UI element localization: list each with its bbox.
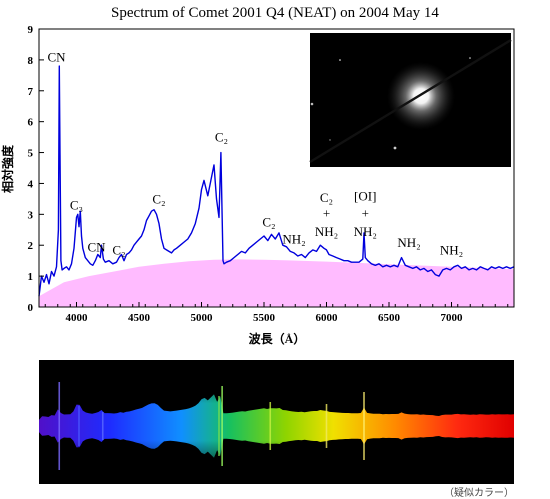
line-annotation: CN — [87, 239, 106, 254]
comet-photo-star — [393, 146, 397, 150]
y-tick-label: 4 — [28, 178, 34, 190]
x-tick-label: 7000 — [441, 312, 464, 324]
x-tick-label: 5000 — [191, 312, 214, 324]
x-tick-label: 6000 — [316, 312, 339, 324]
y-tick-label: 8 — [28, 55, 34, 67]
comet-photo-star — [329, 139, 331, 141]
comet-photo-star — [310, 102, 314, 106]
x-axis-label: 波長（Å） — [249, 331, 306, 346]
x-tick-label: 5500 — [253, 312, 276, 324]
line-annotation: [OI] — [354, 188, 376, 203]
y-tick-label: 6 — [28, 117, 34, 129]
line-annotation: C₂ — [112, 242, 125, 257]
y-tick-label: 5 — [28, 148, 34, 160]
chart-title: Spectrum of Comet 2001 Q4 (NEAT) on 2004… — [111, 5, 439, 21]
line-annotation: NH₂ — [282, 232, 305, 247]
line-annotation: NH₂ — [354, 224, 377, 239]
line-annotation: + — [323, 205, 330, 220]
line-annotation: C₃ — [70, 198, 83, 213]
x-tick-label: 6500 — [378, 312, 401, 324]
spectrum-line — [38, 65, 515, 297]
line-annotation: + — [362, 205, 369, 220]
y-tick-label: 3 — [28, 209, 34, 221]
x-tick-label: 4000 — [66, 312, 89, 324]
continuum-fill-layer — [39, 259, 514, 307]
y-tick-label: 2 — [28, 240, 34, 252]
y-tick-label: 0 — [28, 302, 34, 314]
line-annotation: NH₂ — [315, 224, 338, 239]
line-annotation: C₂ — [320, 190, 333, 205]
strip-emission-lines — [58, 382, 365, 470]
line-annotation: NH₂ — [397, 235, 420, 250]
continuum-area — [39, 259, 514, 307]
line-annotation: CN — [47, 49, 66, 64]
line-annotation: C₂ — [152, 192, 165, 207]
spectrum-strip-icon — [39, 360, 514, 484]
y-tick-label: 7 — [28, 86, 34, 98]
spectrum-line-layer — [38, 65, 515, 297]
y-axis-label: 相対強度 — [0, 144, 15, 193]
x-tick-label: 4500 — [128, 312, 151, 324]
comet-photo-star — [339, 59, 341, 61]
comet-photo-inset — [309, 33, 512, 167]
line-annotation: C₂ — [215, 130, 228, 145]
y-tick-label: 9 — [28, 24, 34, 36]
pseudo-color-caption: （疑似カラー） — [444, 488, 514, 499]
spectrum-chart: Spectrum of Comet 2001 Q4 (NEAT) on 2004… — [0, 5, 515, 346]
line-annotation: C₂ — [262, 215, 275, 230]
y-tick-label: 1 — [28, 271, 34, 283]
plot-frame — [38, 28, 515, 308]
axes-layer: 0 1 2 3 4 5 6 7 8 9 4000 4500 5000 5500 6000 6500 7000 — [28, 24, 515, 324]
comet-photo-star — [469, 57, 471, 59]
comet-photo-streak — [309, 38, 512, 164]
line-annotation: NH₂ — [440, 242, 463, 257]
